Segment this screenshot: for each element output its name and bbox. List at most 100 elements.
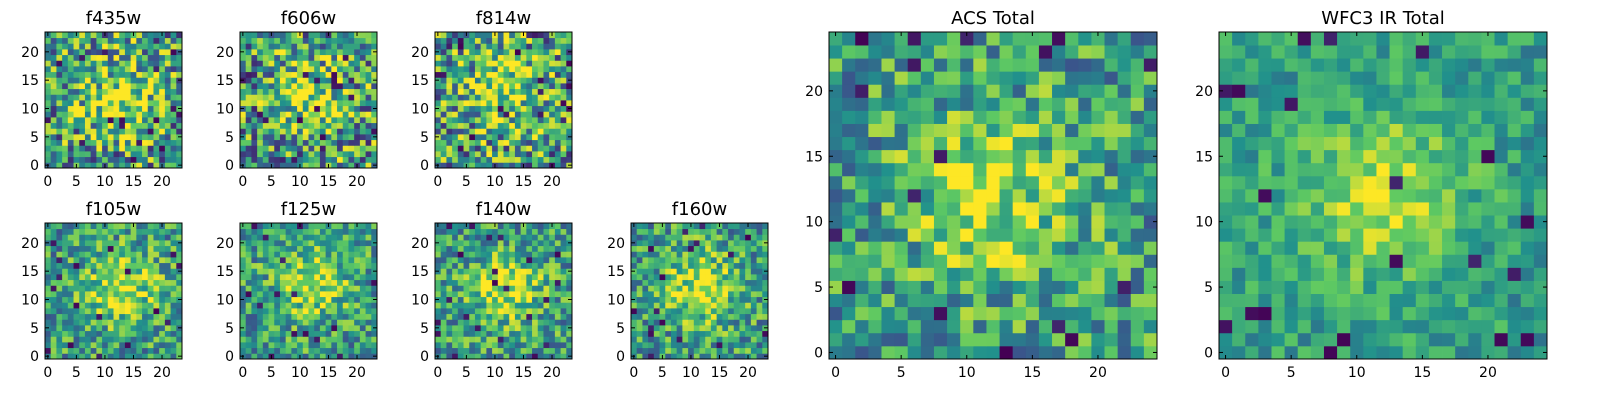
- heatmap-cell: [142, 342, 149, 349]
- heatmap-cell: [257, 105, 264, 112]
- heatmap-cell: [699, 319, 706, 326]
- heatmap-cell: [153, 71, 160, 78]
- heatmap-cell: [342, 37, 349, 44]
- heatmap-cell: [642, 268, 649, 275]
- heatmap-cell: [750, 347, 757, 354]
- heatmap-cell: [365, 43, 372, 50]
- heatmap-cell: [566, 319, 573, 326]
- heatmap-cell: [1065, 319, 1079, 334]
- heatmap-cell: [348, 313, 355, 320]
- heatmap-cell: [739, 234, 746, 241]
- heatmap-cell: [1284, 345, 1299, 360]
- heatmap-cell: [868, 306, 882, 321]
- heatmap-cell: [257, 347, 264, 354]
- heatmap-cell: [331, 274, 338, 281]
- heatmap-cell: [73, 257, 80, 264]
- heatmap-cell: [497, 291, 504, 298]
- heatmap-cell: [319, 37, 327, 44]
- heatmap-cell: [653, 257, 660, 264]
- heatmap-cell: [279, 37, 287, 44]
- heatmap-cell: [314, 71, 321, 78]
- heatmap-cell: [733, 262, 740, 269]
- heatmap-cell: [342, 353, 349, 360]
- heatmap-cell: [665, 308, 672, 315]
- heatmap-cell: [435, 330, 442, 337]
- heatmap-cell: [1012, 32, 1027, 46]
- heatmap-cell: [1078, 123, 1092, 138]
- heatmap-cell: [164, 353, 171, 360]
- heatmap-cell: [153, 291, 160, 298]
- heatmap-cell: [881, 241, 895, 255]
- heatmap-cell: [497, 105, 504, 112]
- heatmap-cell: [79, 37, 86, 44]
- heatmap-cell: [1310, 345, 1325, 360]
- heatmap-cell: [1104, 267, 1119, 281]
- heatmap-cell: [79, 43, 86, 50]
- heatmap-cell: [509, 43, 516, 50]
- heatmap-cell: [291, 240, 298, 247]
- heatmap-cell: [829, 149, 843, 164]
- heatmap-cell: [79, 128, 86, 135]
- heatmap-cell: [739, 274, 746, 281]
- heatmap-cell: [497, 336, 504, 343]
- heatmap-cell: [142, 128, 149, 135]
- heatmap-cell: [514, 60, 522, 67]
- heatmap-cell: [245, 302, 252, 309]
- heatmap-cell: [446, 32, 453, 39]
- heatmap-cell: [50, 279, 57, 286]
- heatmap-cell: [463, 330, 470, 337]
- heatmap-cell: [549, 319, 556, 326]
- heatmap-cell: [90, 347, 97, 354]
- heatmap-cell: [67, 128, 74, 135]
- heatmap-cell: [1507, 345, 1522, 360]
- heatmap-cell: [96, 32, 103, 39]
- heatmap-cell: [469, 296, 476, 303]
- heatmap-cell: [486, 111, 493, 118]
- heatmap-cell: [79, 319, 86, 326]
- heatmap-cell: [532, 54, 539, 61]
- heatmap-cell: [520, 274, 527, 281]
- heatmap-cell: [365, 151, 372, 158]
- heatmap-cell: [1052, 149, 1066, 164]
- heatmap-cell: [67, 66, 74, 73]
- heatmap-cell: [452, 122, 459, 129]
- heatmap-cell: [147, 268, 154, 275]
- heatmap-cell: [50, 145, 57, 152]
- heatmap-cell: [480, 77, 487, 84]
- heatmap-cell: [348, 77, 355, 84]
- heatmap-cell: [124, 139, 132, 146]
- heatmap-cell: [520, 49, 527, 56]
- heatmap-cell: [543, 313, 550, 320]
- heatmap-cell: [497, 251, 504, 258]
- heatmap-cell: [348, 268, 355, 275]
- heatmap-cell: [756, 330, 763, 337]
- heatmap-cell: [762, 234, 769, 241]
- heatmap-cell: [710, 262, 718, 269]
- heatmap-cell: [107, 274, 114, 281]
- heatmap-cell: [142, 240, 149, 247]
- heatmap-cell: [348, 128, 355, 135]
- heatmap-cell: [722, 257, 729, 264]
- heatmap-cell: [1245, 319, 1259, 334]
- heatmap-cell: [474, 37, 482, 44]
- heatmap-cell: [503, 342, 510, 349]
- heatmap-cell: [147, 291, 154, 298]
- heatmap-cell: [291, 234, 298, 241]
- heatmap-cell: [457, 145, 464, 152]
- heatmap-cell: [728, 240, 735, 247]
- heatmap-cell: [503, 279, 510, 286]
- heatmap-cell: [526, 49, 533, 56]
- heatmap-cell: [337, 353, 344, 360]
- heatmap-cell: [285, 245, 292, 252]
- heatmap-cell: [907, 188, 922, 203]
- heatmap-cell: [868, 58, 882, 72]
- heatmap-cell: [440, 151, 447, 158]
- heatmap-cell: [855, 267, 869, 281]
- heatmap-cell: [670, 274, 678, 281]
- heatmap-cell: [947, 293, 961, 308]
- heatmap-cell: [1117, 202, 1132, 216]
- heatmap-cell: [325, 257, 332, 264]
- heatmap-cell: [90, 268, 97, 275]
- heatmap-cell: [245, 77, 252, 84]
- heatmap-cell: [308, 347, 315, 354]
